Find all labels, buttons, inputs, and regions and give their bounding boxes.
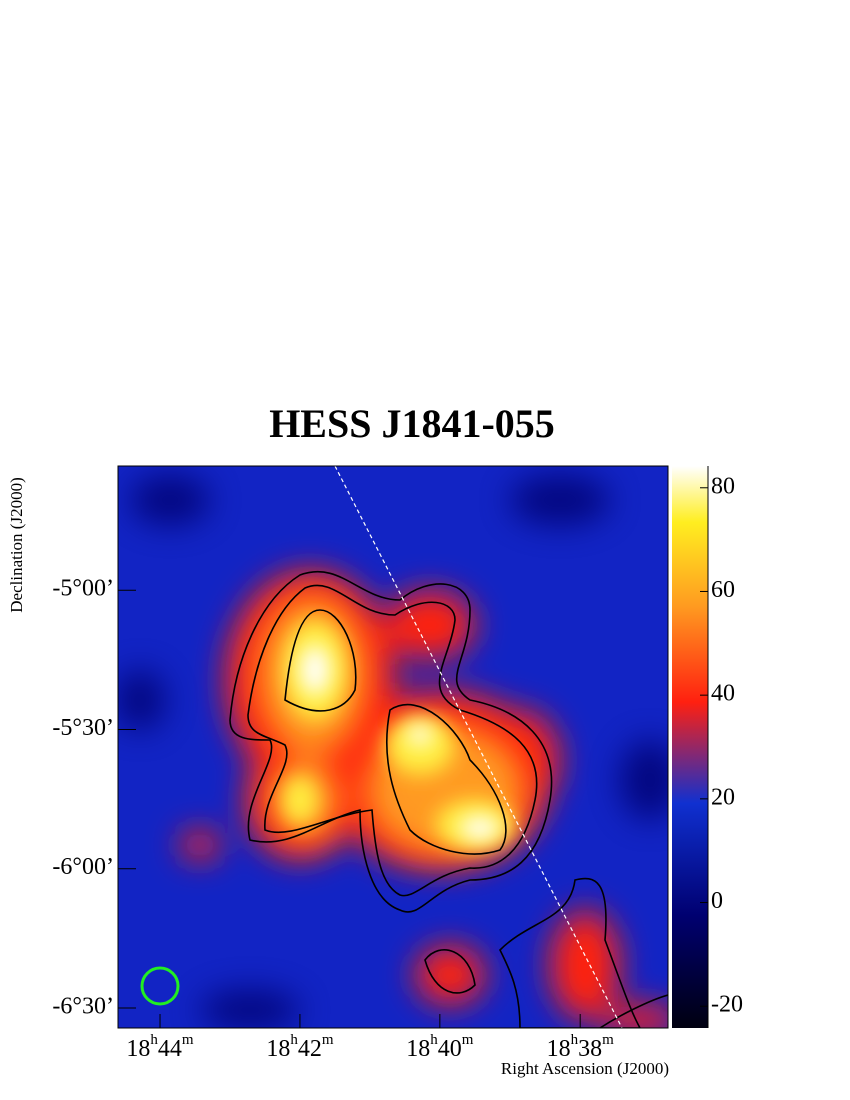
sky-image	[118, 466, 668, 1028]
x-tick-label: 18h42m	[266, 1032, 334, 1061]
y-axis-label: Declination (J2000)	[7, 477, 26, 613]
x-tick-label: 18h38m	[547, 1032, 615, 1061]
x-tick-label: 18h44m	[126, 1032, 194, 1061]
colorbar-tick-label: 40	[711, 681, 735, 707]
plot-frame	[117, 465, 669, 1029]
colorbar-tick-label: -20	[711, 992, 743, 1018]
y-tick-label: -6°30’	[52, 993, 114, 1019]
colorbar-tick-label: 80	[711, 473, 735, 499]
colorbar-tick-label: 0	[711, 888, 723, 914]
colorbar-tick-label: 60	[711, 577, 735, 603]
y-tick-label: -5°30’	[52, 715, 114, 741]
y-tick-label: -5°00’	[52, 576, 114, 602]
x-axis-label: Right Ascension (J2000)	[501, 1059, 669, 1078]
colorbar-tick-label: 20	[711, 784, 735, 810]
colorbar	[672, 466, 708, 1028]
y-tick-label: -6°00’	[52, 854, 114, 880]
x-tick-label: 18h40m	[406, 1032, 474, 1061]
chart-title: HESS J1841-055	[269, 401, 555, 446]
psf-circle	[140, 966, 180, 1006]
